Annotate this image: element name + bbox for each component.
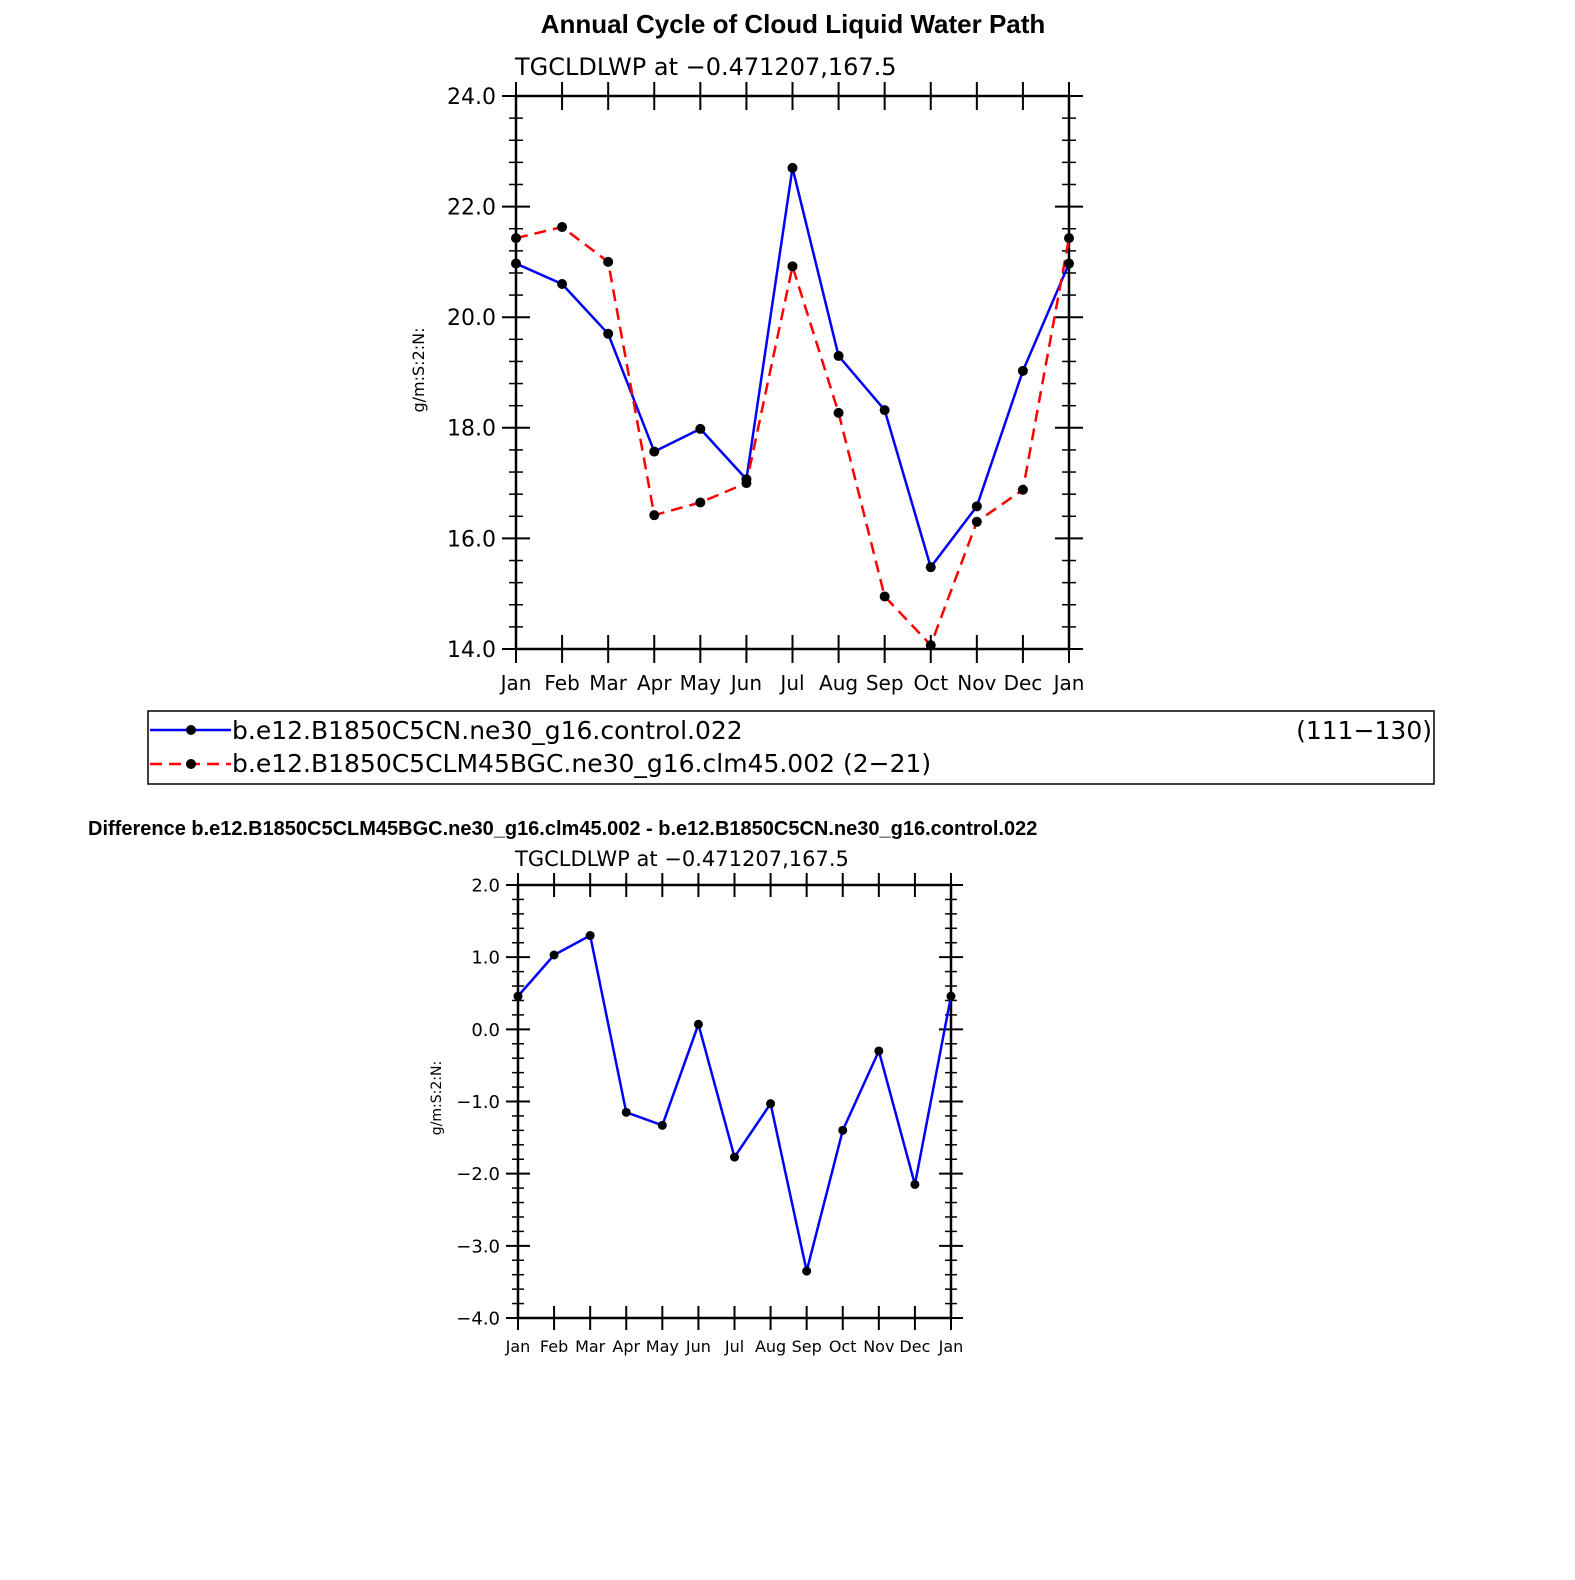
legend-years-control: (111−130) [1296,716,1432,745]
series-point-0 [695,423,706,434]
y-tick-label: −3.0 [456,1236,500,1257]
legend-marker-clm45 [186,759,196,769]
x-tick-label: Jan [505,1337,531,1356]
x-tick-label: Jun [729,671,762,695]
series-point-0 [925,562,936,573]
series-point-0 [838,1125,848,1135]
series-point-1 [787,261,798,272]
series-point-1 [971,516,982,527]
series-point-0 [910,1179,920,1189]
top-chart-ylabel: g/m:S:2:N: [409,328,428,413]
top-chart-subtitle: TGCLDLWP at −0.471207,167.5 [514,53,897,81]
series-point-1 [741,478,752,489]
series-point-1 [649,510,660,521]
x-tick-label: Jan [1052,671,1085,695]
series-point-1 [1064,233,1074,244]
series-point-0 [946,991,956,1001]
series-point-1 [925,640,936,651]
bottom-chart-title: Difference b.e12.B1850C5CLM45BGC.ne30_g1… [88,818,1037,840]
x-tick-label: Sep [866,671,904,695]
y-tick-label: 20.0 [447,306,496,331]
series-point-1 [557,222,568,233]
series-point-0 [879,405,890,416]
plot-frame [516,883,953,1320]
y-tick-label: 0.0 [471,1020,500,1041]
series-point-1 [695,497,706,508]
series-point-1 [603,256,614,267]
series-point-0 [513,991,523,1001]
x-tick-label: Jan [499,671,532,695]
x-tick-label: Aug [819,671,858,695]
x-tick-label: Mar [589,671,628,695]
series-point-0 [511,258,521,269]
x-tick-label: Dec [899,1337,930,1356]
series-line-0 [517,934,953,1273]
series-point-0 [649,446,660,457]
x-tick-label: Apr [612,1337,640,1356]
bottom-chart-plot: −4.0 −3.0 −2.0 −1.0 0.0 1.0 2.0 Jan Feb Mar Apr May… [456,873,963,1356]
series-point-0 [802,1266,812,1276]
series-point-1 [511,233,521,244]
x-tick-label: Feb [540,1337,568,1356]
x-tick-label: Nov [957,671,996,695]
series-point-0 [693,1019,703,1029]
y-tick-label: 22.0 [447,196,496,221]
x-tick-label: Jul [724,1337,744,1356]
x-tick-label: Jan [938,1337,964,1356]
series-point-0 [603,328,614,339]
series-point-0 [549,950,559,960]
series-point-0 [971,501,982,512]
x-tick-label: Nov [863,1337,894,1356]
y-tick-label: 1.0 [471,948,500,969]
top-chart-legend: b.e12.B1850C5CN.ne30_g16.control.022 (11… [147,710,1435,785]
x-tick-label: Dec [1004,671,1043,695]
series-point-0 [730,1152,739,1162]
series-line-0 [515,166,1071,569]
y-tick-label: −1.0 [456,1092,500,1113]
y-tick-label: 2.0 [471,875,500,896]
x-tick-label: May [646,1337,679,1356]
legend-frame [147,710,1435,785]
series-point-0 [1017,365,1028,376]
series-point-1 [833,407,844,418]
series-point-0 [766,1099,776,1109]
y-tick-label: 16.0 [447,527,496,552]
x-tick-label: Jun [685,1337,711,1356]
y-tick-label: 18.0 [447,417,496,442]
x-tick-label: Apr [637,671,672,695]
series-point-0 [621,1107,631,1117]
x-tick-label: Sep [792,1337,822,1356]
series-point-0 [833,350,844,361]
series-point-0 [657,1120,667,1130]
bottom-chart-ylabel: g/m:S:2:N: [429,1061,445,1135]
legend-label-control: b.e12.B1850C5CN.ne30_g16.control.022 [232,716,743,745]
top-chart-plot: 14.0 16.0 18.0 20.0 22.0 24.0 Jan Feb Mar Apr May J… [447,82,1084,695]
series-point-1 [879,591,890,602]
x-tick-label: Mar [575,1337,606,1356]
y-tick-label: 14.0 [447,638,496,663]
x-tick-label: Aug [755,1337,786,1356]
plot-frame [514,94,1071,651]
x-tick-label: Oct [829,1337,857,1356]
y-tick-label: −4.0 [456,1308,500,1329]
x-tick-label: Jul [778,671,804,695]
series-line-1 [515,225,1071,647]
x-tick-label: Oct [913,671,948,695]
y-tick-label: −2.0 [456,1164,500,1185]
x-tick-label: May [680,671,722,695]
top-chart-title: Annual Cycle of Cloud Liquid Water Path [541,9,1046,39]
series-point-1 [1017,484,1028,495]
series-point-0 [874,1046,884,1056]
x-tick-label: Feb [544,671,579,695]
legend-marker-control [186,725,196,735]
series-point-0 [787,162,798,173]
series-point-0 [557,279,568,290]
series-point-0 [585,931,595,941]
bottom-chart-subtitle: TGCLDLWP at −0.471207,167.5 [514,847,849,871]
y-tick-label: 24.0 [447,85,496,110]
legend-label-clm45: b.e12.B1850C5CLM45BGC.ne30_g16.clm45.002… [232,749,931,778]
series-point-0 [1064,258,1074,269]
